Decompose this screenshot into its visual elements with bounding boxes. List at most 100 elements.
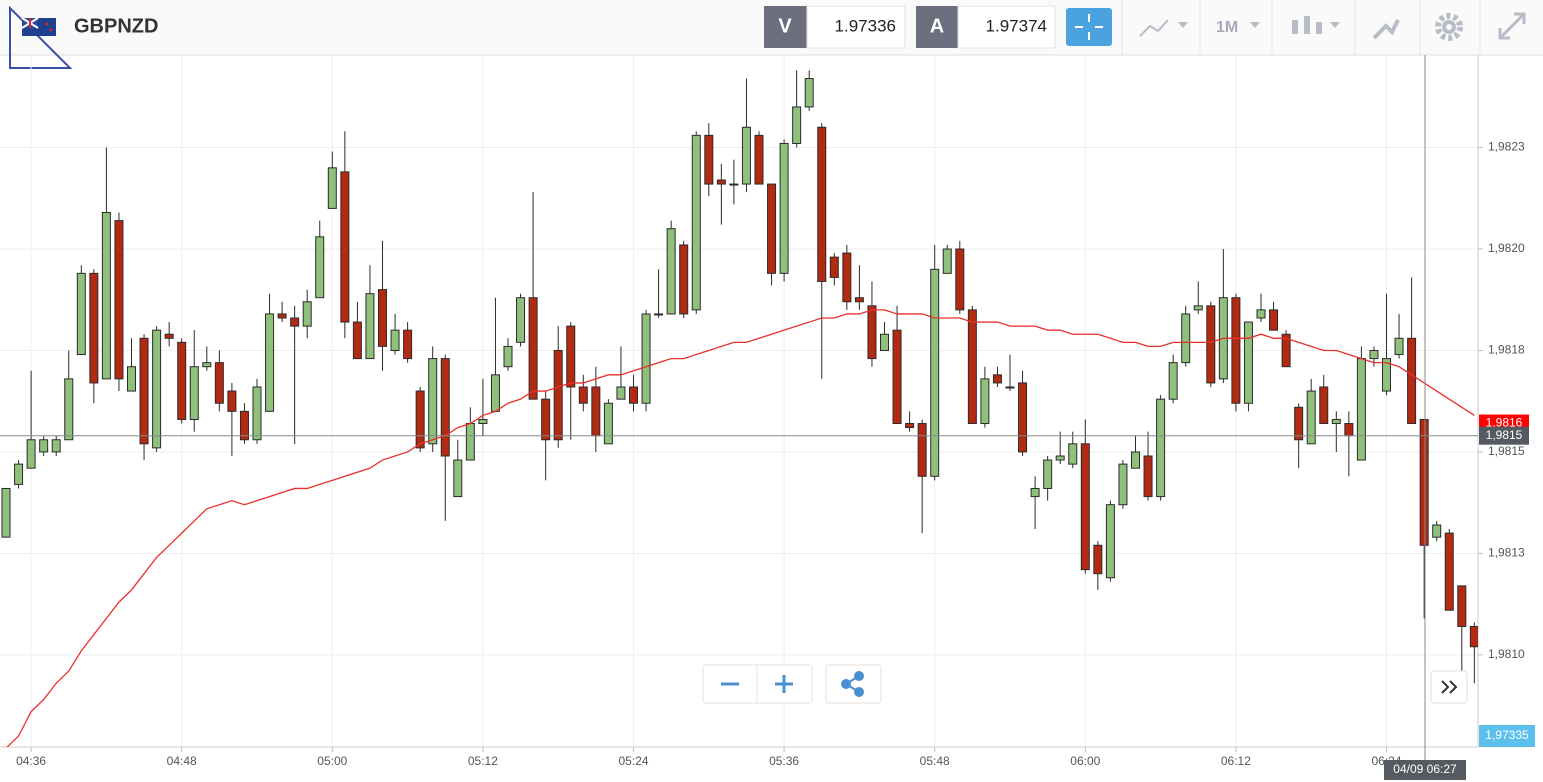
candle-body xyxy=(1344,423,1354,437)
candle-body xyxy=(290,317,300,327)
candle-body xyxy=(378,289,387,347)
candle-body xyxy=(867,305,877,360)
x-tick-label: 04:36 xyxy=(16,754,46,768)
moving-average-line xyxy=(6,309,1475,747)
candle-body xyxy=(1055,455,1065,461)
share-button[interactable] xyxy=(841,671,864,697)
candle-body xyxy=(139,337,149,445)
flag-icon xyxy=(21,17,56,36)
candle-body xyxy=(629,386,638,404)
candle-body xyxy=(428,358,438,445)
ask-box xyxy=(957,5,1056,49)
corner-mark xyxy=(9,5,73,69)
chart-type-button[interactable] xyxy=(1139,19,1188,37)
candle-body xyxy=(1068,443,1078,465)
bid-button[interactable] xyxy=(764,6,807,48)
candle-body xyxy=(566,325,576,388)
candle-body xyxy=(1105,504,1115,579)
candle-body xyxy=(1331,418,1341,425)
candle-body xyxy=(1168,362,1178,400)
candle-body xyxy=(1356,358,1366,461)
candle-body xyxy=(541,398,551,441)
zoom-in-button[interactable] xyxy=(775,675,793,693)
candle-body xyxy=(942,248,952,274)
candle-body xyxy=(591,386,601,437)
zoom-controls xyxy=(702,664,1468,704)
share-panel xyxy=(825,664,882,704)
candle-body xyxy=(553,349,563,441)
candle-body xyxy=(992,374,1002,384)
candle-body xyxy=(1281,333,1291,368)
candle-body xyxy=(779,142,789,274)
candle-body xyxy=(679,244,689,315)
candle-body xyxy=(453,459,463,498)
candle-body xyxy=(39,439,49,453)
price-marker-label: 1,9816 xyxy=(1486,416,1523,430)
crosshair-button[interactable] xyxy=(1066,8,1112,46)
candle-body xyxy=(817,126,827,282)
price-marker-box xyxy=(1479,426,1529,445)
candle-body xyxy=(315,236,325,299)
candle-body xyxy=(415,390,425,449)
fullscreen-button[interactable] xyxy=(1498,12,1526,40)
y-tick-label: 1,9820 xyxy=(1488,241,1525,255)
candle-body xyxy=(302,301,312,327)
candle-body xyxy=(1093,544,1103,575)
timeframe[interactable]: 1M xyxy=(1216,19,1238,36)
candle-body xyxy=(917,423,927,477)
candle-body xyxy=(1,487,11,538)
x-tick-label: 04:48 xyxy=(167,754,197,768)
candle-body xyxy=(1080,443,1090,571)
candle-body xyxy=(101,211,111,380)
candle-body xyxy=(164,333,174,339)
candle-body xyxy=(1269,309,1279,331)
draw-tool-button[interactable] xyxy=(1372,19,1400,40)
bid-label: V xyxy=(778,15,792,37)
candle-body xyxy=(1231,297,1241,404)
y-tick-label: 1,9823 xyxy=(1488,140,1525,154)
candle-body xyxy=(1193,305,1203,311)
ask-label: A xyxy=(930,15,944,37)
candle-body xyxy=(1432,524,1442,538)
candle-body xyxy=(578,386,588,404)
candle-body xyxy=(641,313,651,404)
candle-body xyxy=(1118,463,1128,506)
candle-body xyxy=(955,248,965,311)
candle-body xyxy=(14,463,24,485)
candle-body xyxy=(1369,349,1379,360)
candle-body xyxy=(277,313,287,319)
candle-body xyxy=(127,366,136,392)
candle-body xyxy=(403,329,413,360)
candle-body xyxy=(767,183,777,274)
candle-body xyxy=(327,167,337,209)
candle-body xyxy=(352,321,362,360)
candle-body xyxy=(1294,406,1304,441)
candle-body xyxy=(26,439,36,469)
candle-style-button[interactable] xyxy=(1292,16,1340,34)
candle-body xyxy=(1319,386,1329,425)
candle-body xyxy=(1030,487,1040,498)
candle-body xyxy=(967,309,977,425)
candle-body xyxy=(51,439,61,453)
candle-body xyxy=(202,362,212,368)
candle-body xyxy=(365,293,375,360)
candle-body xyxy=(528,297,538,400)
candle-body xyxy=(64,378,74,441)
price-marker-label: 1,9815 xyxy=(1486,428,1523,442)
candle-body xyxy=(842,252,852,303)
candle-body xyxy=(603,402,613,445)
candle-body xyxy=(654,313,664,316)
x-tick-label: 05:12 xyxy=(468,754,498,768)
candle-body xyxy=(177,341,187,420)
ask-button[interactable] xyxy=(916,6,958,48)
settings-button[interactable] xyxy=(1435,13,1463,41)
candle-body xyxy=(252,386,262,441)
candle-body xyxy=(892,329,902,425)
candle-body xyxy=(440,358,450,457)
candle-body xyxy=(1005,386,1015,389)
candle-body xyxy=(1206,305,1216,384)
candle-body xyxy=(729,183,739,186)
candle-body xyxy=(478,418,488,425)
